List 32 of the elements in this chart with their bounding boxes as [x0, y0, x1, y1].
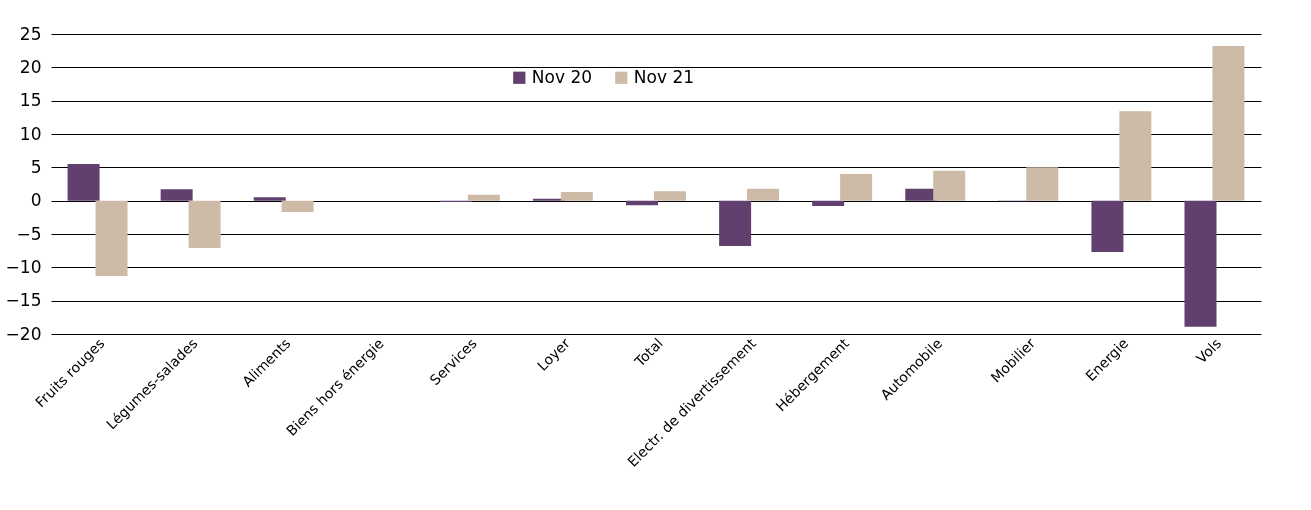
bar — [1212, 46, 1245, 201]
bar — [1184, 200, 1217, 327]
bar — [67, 164, 100, 201]
bar — [1091, 200, 1124, 252]
bar — [1026, 167, 1059, 201]
bar — [560, 192, 593, 201]
y-tick-label: 10 — [19, 123, 42, 144]
y-tick-label: −20 — [5, 323, 42, 344]
y-tick-label: 25 — [19, 23, 42, 44]
y-tick-label: −5 — [16, 223, 42, 244]
legend-label: Nov 21 — [633, 66, 695, 87]
bar — [933, 170, 966, 201]
bar — [253, 197, 286, 201]
bar — [95, 200, 128, 276]
bar — [467, 194, 500, 201]
bar — [653, 191, 686, 201]
x-tick-label: Vols — [1193, 335, 1225, 367]
y-tick-label: 0 — [30, 190, 42, 211]
bar — [840, 174, 873, 201]
bar — [747, 188, 780, 201]
y-tick-label: 15 — [19, 90, 42, 111]
bar — [1119, 111, 1152, 201]
y-tick-label: −10 — [5, 256, 42, 277]
y-tick-label: 5 — [30, 156, 42, 177]
y-tick-label: 20 — [19, 56, 42, 77]
bar — [160, 189, 193, 201]
bar — [719, 200, 752, 246]
bar — [281, 200, 314, 212]
y-tick-label: −15 — [5, 290, 42, 311]
bar — [812, 200, 845, 206]
legend-label: Nov 20 — [531, 66, 593, 87]
bar — [188, 200, 221, 248]
